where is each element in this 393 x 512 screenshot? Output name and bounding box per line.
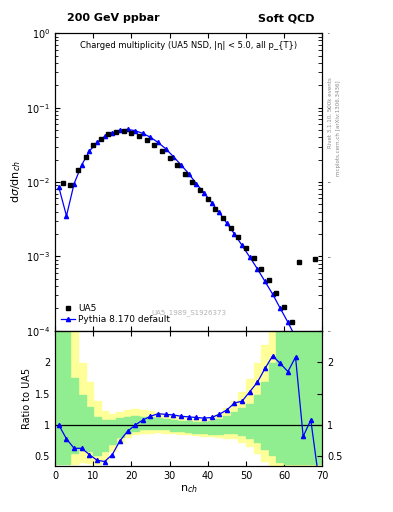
UA5 (121, 129, 126, 135)
Pythia 8.170 default (72, 181, 77, 187)
Pythia 8.170 default (133, 127, 138, 134)
UA5 (289, 319, 294, 325)
UA5 (167, 155, 172, 161)
UA5 (228, 225, 233, 231)
X-axis label: n$_{ch}$: n$_{ch}$ (180, 483, 198, 495)
UA5 (259, 266, 264, 272)
UA5 (75, 167, 80, 173)
Text: mcplots.cern.ch [arXiv:1306.3436]: mcplots.cern.ch [arXiv:1306.3436] (336, 80, 341, 176)
Pythia 8.170 default (263, 279, 267, 285)
Pythia 8.170 default (209, 200, 214, 206)
Pythia 8.170 default (163, 146, 168, 152)
UA5 (206, 196, 210, 202)
UA5 (220, 215, 225, 221)
Legend: UA5, Pythia 8.170 default: UA5, Pythia 8.170 default (59, 302, 172, 326)
UA5 (190, 179, 195, 185)
Text: UA5_1989_S1926373: UA5_1989_S1926373 (151, 309, 226, 316)
Pythia 8.170 default (232, 231, 237, 237)
Pythia 8.170 default (224, 220, 229, 226)
Pythia 8.170 default (140, 131, 145, 137)
Text: Charged multiplicity (UA5 NSD, |η| < 5.0, all p_{T}): Charged multiplicity (UA5 NSD, |η| < 5.0… (80, 41, 297, 50)
UA5 (68, 182, 73, 188)
Pythia 8.170 default (316, 396, 321, 402)
Pythia 8.170 default (125, 126, 130, 133)
UA5 (297, 259, 302, 265)
Y-axis label: Ratio to UA5: Ratio to UA5 (22, 368, 32, 429)
Pythia 8.170 default (255, 266, 260, 272)
Pythia 8.170 default (286, 319, 290, 325)
Pythia 8.170 default (57, 184, 61, 190)
Line: UA5: UA5 (60, 129, 317, 325)
Pythia 8.170 default (194, 181, 198, 187)
UA5 (83, 154, 88, 160)
Pythia 8.170 default (87, 148, 92, 154)
Pythia 8.170 default (278, 305, 283, 311)
Text: 200 GeV ppbar: 200 GeV ppbar (67, 13, 160, 23)
Pythia 8.170 default (270, 291, 275, 297)
UA5 (175, 162, 180, 168)
Text: Soft QCD: Soft QCD (258, 13, 314, 23)
UA5 (198, 187, 202, 193)
UA5 (182, 170, 187, 177)
Pythia 8.170 default (64, 213, 69, 219)
Pythia 8.170 default (156, 139, 160, 145)
Pythia 8.170 default (247, 254, 252, 260)
UA5 (129, 130, 134, 136)
Pythia 8.170 default (301, 350, 305, 356)
UA5 (266, 277, 271, 283)
UA5 (282, 304, 286, 310)
Pythia 8.170 default (202, 189, 206, 196)
UA5 (244, 245, 248, 251)
UA5 (213, 205, 218, 211)
Pythia 8.170 default (309, 369, 313, 375)
Pythia 8.170 default (186, 170, 191, 177)
Pythia 8.170 default (110, 130, 115, 136)
Pythia 8.170 default (95, 139, 99, 145)
Text: Rivet 3.1.10, 500k events: Rivet 3.1.10, 500k events (328, 77, 333, 148)
UA5 (114, 129, 118, 135)
UA5 (106, 131, 111, 137)
Pythia 8.170 default (293, 334, 298, 340)
Pythia 8.170 default (179, 162, 184, 168)
UA5 (137, 133, 141, 139)
Pythia 8.170 default (240, 242, 244, 248)
UA5 (160, 148, 164, 154)
Pythia 8.170 default (148, 134, 153, 140)
UA5 (251, 255, 256, 261)
Y-axis label: d$\sigma$/dn$_{ch}$: d$\sigma$/dn$_{ch}$ (9, 161, 23, 203)
Pythia 8.170 default (217, 209, 222, 216)
UA5 (91, 142, 95, 148)
UA5 (312, 256, 317, 262)
UA5 (274, 290, 279, 296)
UA5 (144, 137, 149, 143)
Pythia 8.170 default (118, 127, 122, 133)
Pythia 8.170 default (171, 154, 176, 160)
Pythia 8.170 default (79, 162, 84, 168)
Line: Pythia 8.170 default: Pythia 8.170 default (57, 127, 321, 401)
UA5 (99, 136, 103, 142)
UA5 (236, 234, 241, 241)
Pythia 8.170 default (102, 133, 107, 139)
UA5 (152, 142, 157, 148)
UA5 (60, 180, 65, 186)
